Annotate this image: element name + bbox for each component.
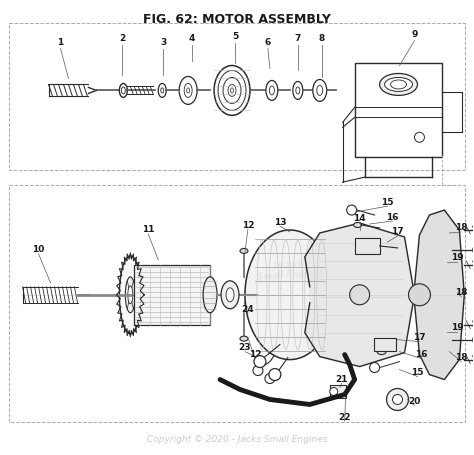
Ellipse shape bbox=[296, 87, 300, 94]
Ellipse shape bbox=[214, 66, 250, 116]
Ellipse shape bbox=[119, 256, 141, 334]
Text: Copyright © 2020 - Jacks Small Engines: Copyright © 2020 - Jacks Small Engines bbox=[147, 435, 327, 444]
Text: 12: 12 bbox=[249, 350, 261, 359]
Text: 7: 7 bbox=[295, 34, 301, 43]
Ellipse shape bbox=[158, 83, 166, 97]
Text: 20: 20 bbox=[408, 397, 420, 406]
Ellipse shape bbox=[125, 277, 135, 313]
Ellipse shape bbox=[121, 87, 125, 94]
Ellipse shape bbox=[223, 77, 241, 103]
Ellipse shape bbox=[354, 222, 362, 228]
Circle shape bbox=[414, 132, 424, 142]
Circle shape bbox=[330, 388, 337, 395]
Text: 19: 19 bbox=[451, 323, 464, 332]
Ellipse shape bbox=[245, 230, 335, 359]
Ellipse shape bbox=[380, 73, 418, 96]
Ellipse shape bbox=[179, 76, 197, 104]
Ellipse shape bbox=[226, 288, 234, 302]
Text: 18: 18 bbox=[455, 353, 467, 362]
Text: 17: 17 bbox=[413, 333, 426, 342]
Polygon shape bbox=[305, 223, 414, 367]
Bar bbox=[9, 185, 465, 422]
Text: 6: 6 bbox=[265, 38, 271, 47]
Ellipse shape bbox=[391, 80, 407, 89]
Ellipse shape bbox=[313, 80, 327, 101]
Bar bbox=[355, 238, 380, 254]
Text: 16: 16 bbox=[386, 212, 399, 222]
Text: 14: 14 bbox=[353, 213, 366, 222]
Ellipse shape bbox=[230, 88, 234, 93]
Ellipse shape bbox=[317, 86, 323, 96]
Ellipse shape bbox=[377, 349, 386, 354]
Ellipse shape bbox=[350, 285, 370, 305]
Ellipse shape bbox=[119, 83, 128, 97]
Ellipse shape bbox=[392, 394, 402, 404]
Circle shape bbox=[253, 365, 263, 375]
Text: 19: 19 bbox=[451, 253, 464, 263]
Circle shape bbox=[265, 374, 275, 384]
Text: 18: 18 bbox=[455, 223, 467, 233]
Bar bbox=[355, 62, 442, 157]
Ellipse shape bbox=[240, 248, 248, 253]
Circle shape bbox=[254, 356, 266, 368]
Ellipse shape bbox=[228, 85, 236, 96]
Ellipse shape bbox=[221, 281, 239, 309]
Polygon shape bbox=[414, 210, 465, 379]
Ellipse shape bbox=[266, 81, 278, 101]
Text: 24: 24 bbox=[242, 305, 254, 314]
Text: 8: 8 bbox=[319, 34, 325, 43]
Text: 10: 10 bbox=[32, 245, 45, 254]
Circle shape bbox=[269, 369, 281, 380]
Text: 11: 11 bbox=[142, 226, 155, 234]
Bar bbox=[9, 23, 465, 170]
Ellipse shape bbox=[161, 88, 164, 93]
Text: 4: 4 bbox=[189, 34, 195, 43]
Text: 23: 23 bbox=[239, 343, 251, 352]
Text: 2: 2 bbox=[119, 34, 126, 43]
Text: 5: 5 bbox=[232, 32, 238, 41]
Ellipse shape bbox=[184, 83, 192, 97]
Text: 13: 13 bbox=[273, 217, 286, 227]
Ellipse shape bbox=[203, 277, 217, 313]
Text: 15: 15 bbox=[411, 368, 424, 377]
Text: Jacks®
Small Engines: Jacks® Small Engines bbox=[256, 258, 324, 283]
Ellipse shape bbox=[240, 336, 248, 341]
Text: 3: 3 bbox=[160, 38, 166, 47]
Ellipse shape bbox=[473, 245, 474, 254]
Ellipse shape bbox=[473, 335, 474, 344]
Circle shape bbox=[346, 205, 356, 215]
Text: 21: 21 bbox=[336, 375, 348, 384]
Ellipse shape bbox=[409, 284, 430, 306]
Ellipse shape bbox=[384, 77, 412, 91]
Bar bbox=[374, 338, 395, 351]
Ellipse shape bbox=[387, 389, 409, 410]
Ellipse shape bbox=[269, 86, 274, 95]
Ellipse shape bbox=[128, 286, 133, 304]
Text: 15: 15 bbox=[381, 197, 394, 207]
Ellipse shape bbox=[293, 81, 303, 99]
Text: 1: 1 bbox=[57, 38, 64, 47]
Ellipse shape bbox=[187, 88, 190, 93]
Bar bbox=[134, 265, 210, 325]
Text: 9: 9 bbox=[411, 30, 418, 39]
Text: 22: 22 bbox=[338, 413, 351, 422]
Text: FIG. 62: MOTOR ASSEMBLY: FIG. 62: MOTOR ASSEMBLY bbox=[143, 13, 331, 25]
Circle shape bbox=[370, 363, 380, 373]
Text: 12: 12 bbox=[242, 221, 254, 229]
Text: 16: 16 bbox=[415, 350, 428, 359]
Text: 17: 17 bbox=[391, 228, 404, 237]
Bar bbox=[330, 384, 346, 399]
Text: 18: 18 bbox=[455, 288, 467, 297]
Ellipse shape bbox=[218, 71, 246, 111]
